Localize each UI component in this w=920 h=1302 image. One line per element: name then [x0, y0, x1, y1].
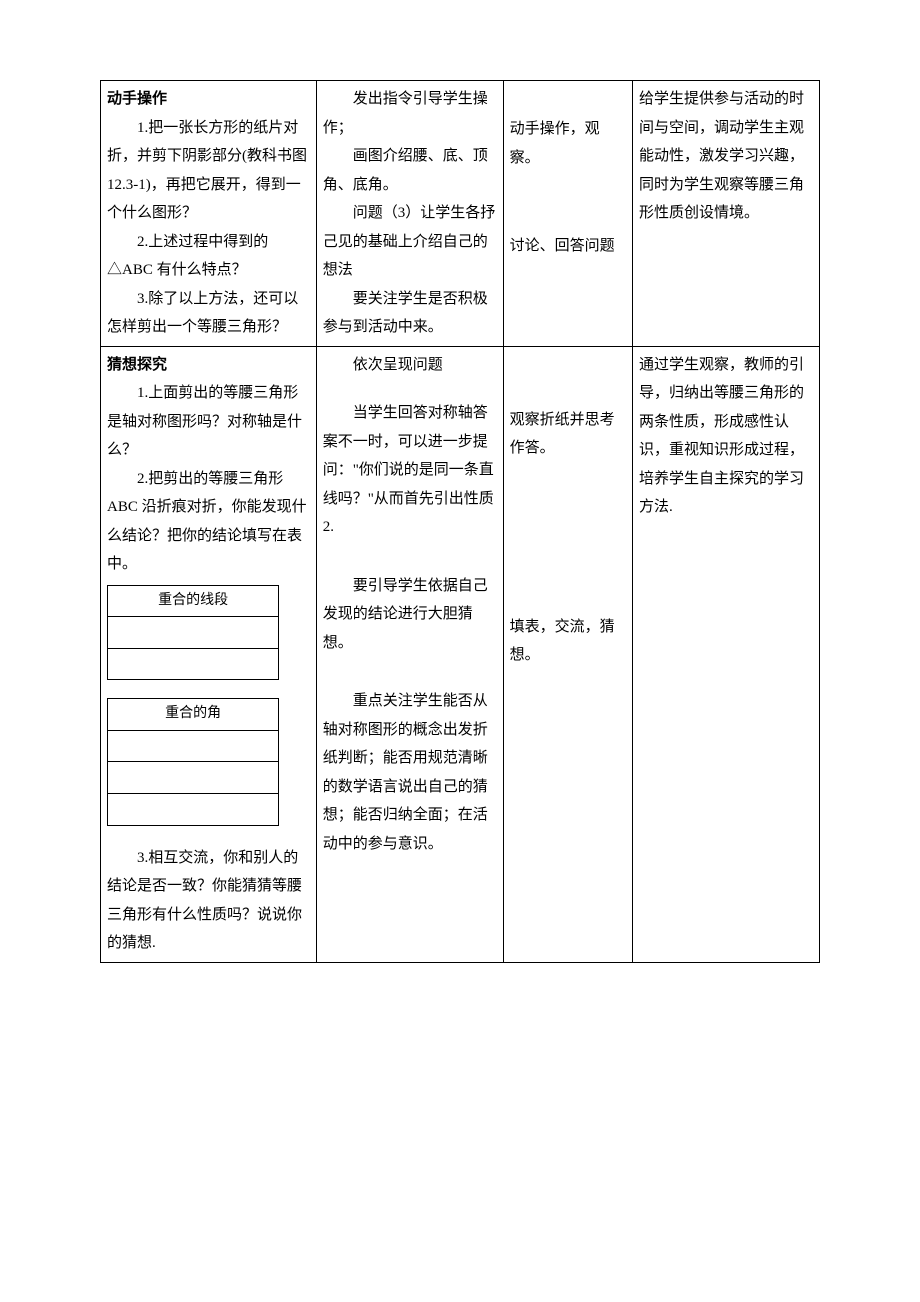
text: 问题（3）让学生各抒己见的基础上介绍自己的想法 [323, 199, 497, 285]
text: 要引导学生依据自己发现的结论进行大胆猜想。 [323, 572, 497, 658]
text: 3.除了以上方法，还可以怎样剪出一个等腰三角形？ [107, 285, 310, 342]
text: 讨论、回答问题 [510, 232, 626, 261]
blank-cell [108, 617, 279, 649]
sub-header: 重合的角 [108, 699, 279, 731]
text: 给学生提供参与活动的时间与空间，调动学生主观能动性，激发学习兴趣，同时为学生观察… [639, 85, 813, 228]
text: 1.把一张长方形的纸片对折，并剪下阴影部分(教科书图 12.3-1)，再把它展开… [107, 114, 310, 228]
table-row: 动手操作 1.把一张长方形的纸片对折，并剪下阴影部分(教科书图 12.3-1)，… [101, 81, 820, 347]
text: 动手操作，观察。 [510, 115, 626, 172]
text: 通过学生观察，教师的引导，归纳出等腰三角形的两条性质，形成感性认识，重视知识形成… [639, 351, 813, 522]
text: 要关注学生是否积极参与到活动中来。 [323, 285, 497, 342]
heading-hands-on: 动手操作 [107, 85, 310, 114]
text: 3.相互交流，你和别人的结论是否一致？你能猜猜等腰三角形有什么性质吗？说说你的猜… [107, 844, 310, 958]
lesson-plan-table: 动手操作 1.把一张长方形的纸片对折，并剪下阴影部分(教科书图 12.3-1)，… [100, 80, 820, 963]
blank-cell [108, 648, 279, 680]
text: 画图介绍腰、底、顶角、底角。 [323, 142, 497, 199]
cell-student-1: 动手操作，观察。 讨论、回答问题 [503, 81, 632, 347]
cell-teacher-1: 发出指令引导学生操作； 画图介绍腰、底、顶角、底角。 问题（3）让学生各抒己见的… [316, 81, 503, 347]
overlap-segments-table: 重合的线段 [107, 585, 279, 681]
text: 观察折纸并思考作答。 [510, 406, 626, 463]
blank-cell [108, 762, 279, 794]
cell-student-2: 观察折纸并思考作答。 填表，交流，猜想。 [503, 346, 632, 962]
text: 2.把剪出的等腰三角形 ABC 沿折痕对折，你能发现什么结论？把你的结论填写在表… [107, 465, 310, 579]
cell-purpose-1: 给学生提供参与活动的时间与空间，调动学生主观能动性，激发学习兴趣，同时为学生观察… [633, 81, 820, 347]
table-row: 猜想探究 1.上面剪出的等腰三角形是轴对称图形吗？对称轴是什么？ 2.把剪出的等… [101, 346, 820, 962]
cell-teacher-2: 依次呈现问题 当学生回答对称轴答案不一时，可以进一步提问："你们说的是同一条直线… [316, 346, 503, 962]
cell-activity-2: 猜想探究 1.上面剪出的等腰三角形是轴对称图形吗？对称轴是什么？ 2.把剪出的等… [101, 346, 317, 962]
text: 1.上面剪出的等腰三角形是轴对称图形吗？对称轴是什么？ [107, 379, 310, 465]
text: 填表，交流，猜想。 [510, 613, 626, 670]
sub-header: 重合的线段 [108, 585, 279, 617]
blank-cell [108, 794, 279, 826]
cell-purpose-2: 通过学生观察，教师的引导，归纳出等腰三角形的两条性质，形成感性认识，重视知识形成… [633, 346, 820, 962]
text: 发出指令引导学生操作； [323, 85, 497, 142]
blank-cell [108, 730, 279, 762]
text: 重点关注学生能否从轴对称图形的概念出发折纸判断；能否用规范清晰的数学语言说出自己… [323, 687, 497, 858]
text: 当学生回答对称轴答案不一时，可以进一步提问："你们说的是同一条直线吗？"从而首先… [323, 399, 497, 542]
text: 2.上述过程中得到的△ABC 有什么特点？ [107, 228, 310, 285]
heading-guess-explore: 猜想探究 [107, 351, 310, 380]
overlap-angles-table: 重合的角 [107, 698, 279, 825]
text: 依次呈现问题 [323, 351, 497, 380]
cell-activity-1: 动手操作 1.把一张长方形的纸片对折，并剪下阴影部分(教科书图 12.3-1)，… [101, 81, 317, 347]
